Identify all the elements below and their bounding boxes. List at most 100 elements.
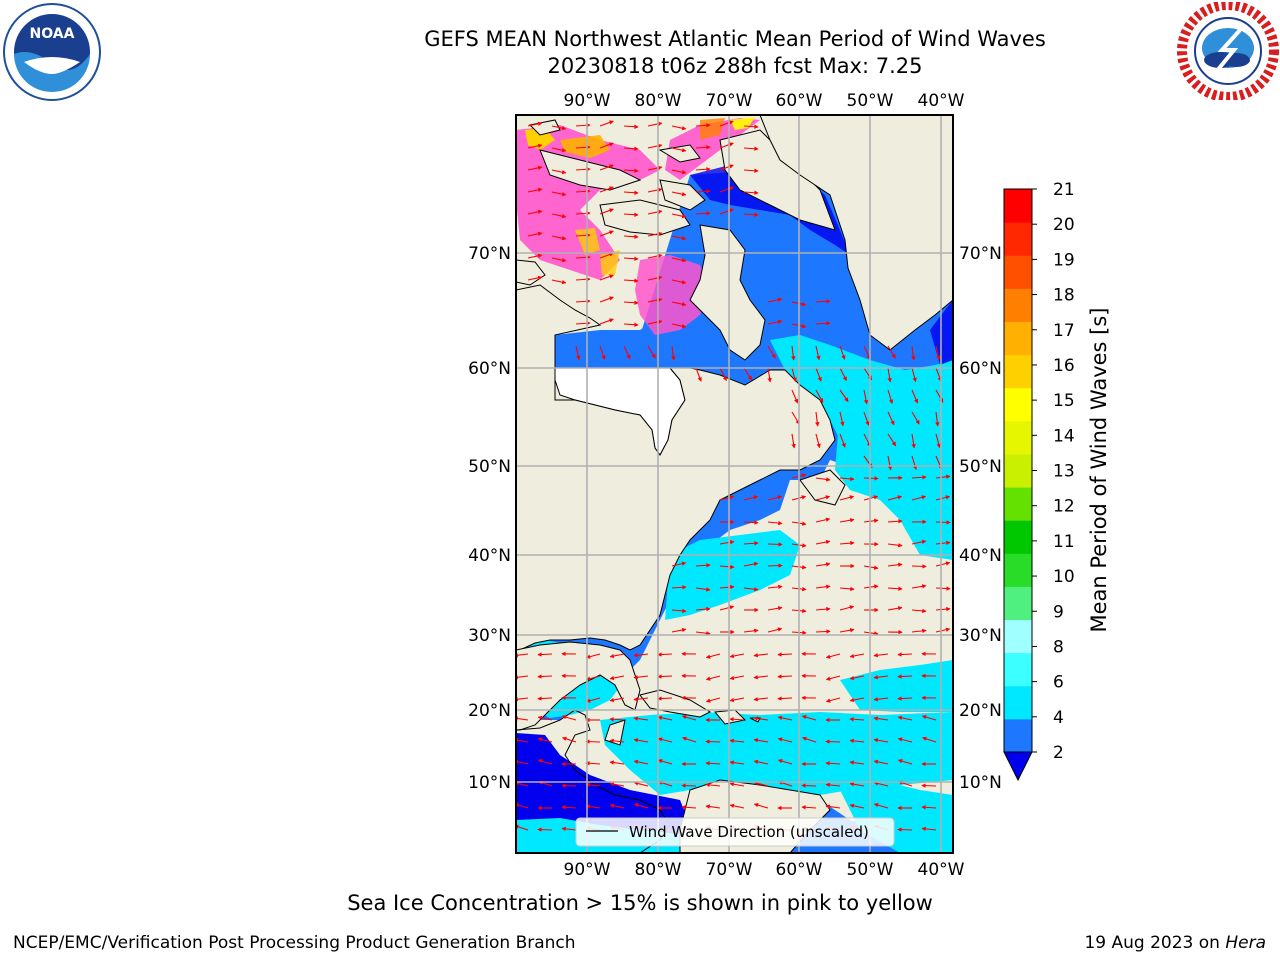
wind-wave-arrow [705,804,721,809]
wind-wave-arrow [815,411,820,427]
wind-wave-arrow [537,696,553,701]
wind-wave-arrow [935,606,951,612]
wind-wave-arrow [537,737,553,743]
wind-wave-arrow [729,803,745,809]
wind-wave-arrow [695,123,711,128]
wind-wave-arrow [705,761,721,766]
wind-wave-arrow [849,782,865,787]
colorbar-band [1004,222,1032,256]
wind-wave-arrow [551,147,567,153]
colorbar: 2 4 6 8 9 10 11 12 13 14 15 16 17 18 19 20 21 [1003,180,1075,782]
wind-wave-arrow [777,696,793,701]
colorbar-tick-label: 12 [1053,497,1075,517]
wind-wave-arrow [633,675,649,680]
colorbar-band [1004,255,1032,289]
lat-label: 70°N [468,244,511,264]
wind-wave-arrow [585,782,601,788]
wind-wave-arrow [705,675,721,681]
lat-label: 30°N [959,626,1002,646]
wind-wave-arrow [935,627,951,633]
wind-wave-arrow [599,230,614,237]
wind-wave-arrow [729,782,745,787]
wind-wave-arrow [887,433,897,447]
wind-wave-arrow [671,169,687,175]
noaa-logo-text: NOAA [30,26,75,42]
wind-wave-arrow [921,715,937,721]
wind-wave-arrow [802,736,817,743]
wind-wave-arrow [695,189,711,194]
wind-wave-arrow [777,759,793,765]
wind-wave-arrow [815,477,831,482]
wind-wave-arrow [682,736,697,743]
wind-wave-arrow [767,563,783,568]
wind-wave-arrow [839,389,849,403]
lat-label: 20°N [468,701,511,721]
chart-subtitle: 20230818 t06z 288h fcst Max: 7.25 [547,54,923,78]
wind-wave-arrow [647,187,663,193]
wind-wave-arrow [719,564,735,570]
wind-wave-arrow [767,584,783,590]
wind-wave-arrow [609,760,625,765]
wind-wave-arrow [825,739,841,744]
wind-wave-arrow [777,674,793,679]
wind-wave-arrow [897,652,913,657]
wind-wave-arrow [911,608,927,614]
wind-wave-arrow [609,782,625,787]
wind-wave-arrow [623,168,639,173]
wind-wave-arrow [527,165,543,171]
colorbar-band [1004,288,1032,322]
wind-wave-arrow [753,716,769,721]
wind-wave-arrow [863,584,879,589]
wind-wave-arrow [911,564,927,569]
wind-wave-arrow [935,561,951,567]
wind-wave-arrow [839,411,845,427]
wind-wave-arrow [599,345,606,360]
colorbar-band [1004,652,1032,687]
wind-wave-arrow [791,345,796,361]
wind-wave-arrow [719,584,735,590]
wind-wave-arrow [839,540,855,546]
wind-wave-arrow [863,389,869,405]
lon-label: 50°W [847,91,894,111]
wind-wave-arrow [623,212,639,217]
wind-wave-arrow [801,715,817,721]
gridlines [516,115,953,853]
wind-wave-arrow [647,121,663,127]
wind-wave-arrow [897,827,913,832]
wind-wave-arrow [671,608,687,614]
wind-wave-arrow [695,367,702,382]
wind-wave-arrow [671,279,687,285]
wind-wave-arrow [647,143,663,149]
wind-wave-arrow [705,653,721,659]
wind-wave-arrow [767,297,783,303]
wind-wave-arrow [537,715,553,721]
wind-wave-arrow [815,562,831,567]
wind-wave-arrow [599,296,614,303]
wind-wave-arrow [863,631,879,636]
wind-wave-arrow [743,520,759,525]
lat-label: 60°N [468,359,511,379]
wind-wave-arrow [599,208,614,215]
wind-wave-arrow [839,628,855,633]
wind-wave-arrow [657,715,673,721]
wind-wave-arrow [551,191,567,197]
colorbar-band [1004,420,1032,455]
wind-wave-arrow [935,540,951,546]
wind-wave-arrow [551,169,567,175]
newfoundland [799,469,846,506]
wind-wave-arrow [753,653,769,658]
footer-date-text: 19 Aug 2023 on [1084,933,1226,953]
colorbar-tick-label: 6 [1053,673,1064,693]
colorbar-tick-label: 9 [1053,602,1064,622]
lon-label: 40°W [918,860,965,880]
wind-wave-arrow [791,433,796,449]
noaa-logo-icon: NOAA [3,3,101,101]
lon-label: 70°W [706,91,753,111]
wind-wave-arrow [825,675,841,681]
wind-wave-arrow [839,476,855,482]
wind-wave-arrow [695,211,711,216]
wind-wave-arrow [935,433,941,449]
colorbar-tick-label: 14 [1053,426,1075,446]
wind-wave-arrow [647,297,663,303]
wind-wave-arrow [839,586,855,592]
